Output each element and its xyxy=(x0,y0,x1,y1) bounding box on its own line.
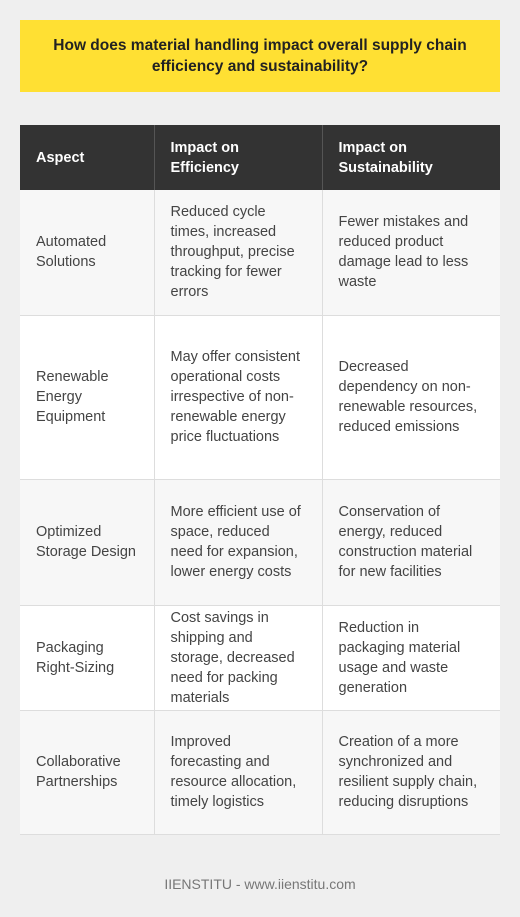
aspect-cell: Packaging Right-Sizing xyxy=(20,605,155,711)
aspect-cell: Collaborative Partnerships xyxy=(20,710,155,835)
efficiency-cell: Cost savings in shipping and storage, de… xyxy=(154,605,323,711)
header-impact-efficiency: Impact on Efficiency xyxy=(154,125,323,190)
sustainability-cell: Decreased dependency on non-renewable re… xyxy=(322,315,500,480)
table-row: Optimized Storage Design More efficient … xyxy=(20,479,500,606)
sustainability-cell: Reduction in packaging material usage an… xyxy=(322,605,500,711)
header-impact-sustainability: Impact on Sustainability xyxy=(322,125,500,190)
footer-credit: IIENSTITU - www.iienstitu.com xyxy=(164,876,356,892)
table-row: Automated Solutions Reduced cycle times,… xyxy=(20,190,500,316)
efficiency-cell: May offer consistent operational costs i… xyxy=(154,315,323,480)
efficiency-cell: Reduced cycle times, increased throughpu… xyxy=(154,190,323,316)
efficiency-cell: More efficient use of space, reduced nee… xyxy=(154,479,323,606)
efficiency-cell: Improved forecasting and resource alloca… xyxy=(154,710,323,835)
sustainability-cell: Fewer mistakes and reduced product damag… xyxy=(322,190,500,316)
header-aspect: Aspect xyxy=(20,125,155,190)
aspect-cell: Optimized Storage Design xyxy=(20,479,155,606)
table-row: Renewable Energy Equipment May offer con… xyxy=(20,315,500,480)
aspect-cell: Automated Solutions xyxy=(20,190,155,316)
aspect-cell: Renewable Energy Equipment xyxy=(20,315,155,480)
impact-table: Aspect Impact on Efficiency Impact on Su… xyxy=(20,125,500,835)
table-header-row: Aspect Impact on Efficiency Impact on Su… xyxy=(20,125,500,190)
sustainability-cell: Conservation of energy, reduced construc… xyxy=(322,479,500,606)
page-title: How does material handling impact overal… xyxy=(20,20,500,92)
table-row: Collaborative Partnerships Improved fore… xyxy=(20,710,500,835)
table-row: Packaging Right-Sizing Cost savings in s… xyxy=(20,605,500,711)
sustainability-cell: Creation of a more synchronized and resi… xyxy=(322,710,500,835)
